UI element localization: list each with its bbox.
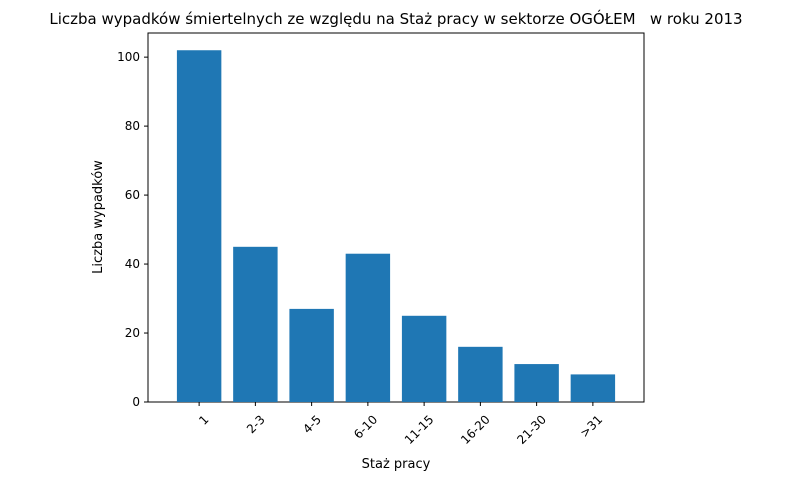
y-tick-label-5: 100: [117, 50, 140, 64]
x-axis-label: Staż pracy: [362, 457, 431, 472]
x-tick-label-6: 21-30: [514, 412, 549, 447]
bar-7: [570, 374, 616, 402]
x-tick-label-7: >31: [577, 412, 605, 440]
y-axis-label: Liczba wypadków: [91, 160, 106, 274]
y-tick-label-2: 40: [125, 257, 140, 271]
y-tick-label-1: 20: [125, 326, 140, 340]
bar-2: [289, 308, 334, 402]
x-tick-label-3: 6-10: [351, 412, 380, 441]
bar-5: [458, 346, 503, 402]
x-tick-label-1: 2-3: [244, 412, 268, 436]
bar-0: [176, 50, 222, 403]
x-tick-label-4: 11-15: [402, 412, 437, 447]
y-tick-label-0: 0: [132, 395, 140, 409]
bar-1: [233, 246, 278, 402]
y-axis: 0 20 40 60 80 100: [117, 50, 148, 409]
x-tick-label-5: 16-20: [458, 412, 493, 447]
plot-frame: [147, 32, 645, 403]
bar-6: [514, 364, 559, 402]
plot-area: 0 20 40 60 80 100 1 2-3 4-5 6-10 11-15 16-20 21-30 >…: [117, 32, 645, 447]
y-tick-label-3: 60: [125, 188, 140, 202]
y-tick-label-4: 80: [125, 119, 140, 133]
chart-title: Liczba wypadków śmiertelnych ze względu …: [49, 9, 742, 28]
bar-3: [345, 253, 391, 402]
x-axis: 1 2-3 4-5 6-10 11-15 16-20 21-30 >31: [196, 402, 605, 447]
x-tick-label-0: 1: [196, 412, 211, 427]
bar-4: [401, 315, 447, 402]
bars-group: [176, 50, 616, 403]
x-tick-label-2: 4-5: [300, 412, 324, 436]
